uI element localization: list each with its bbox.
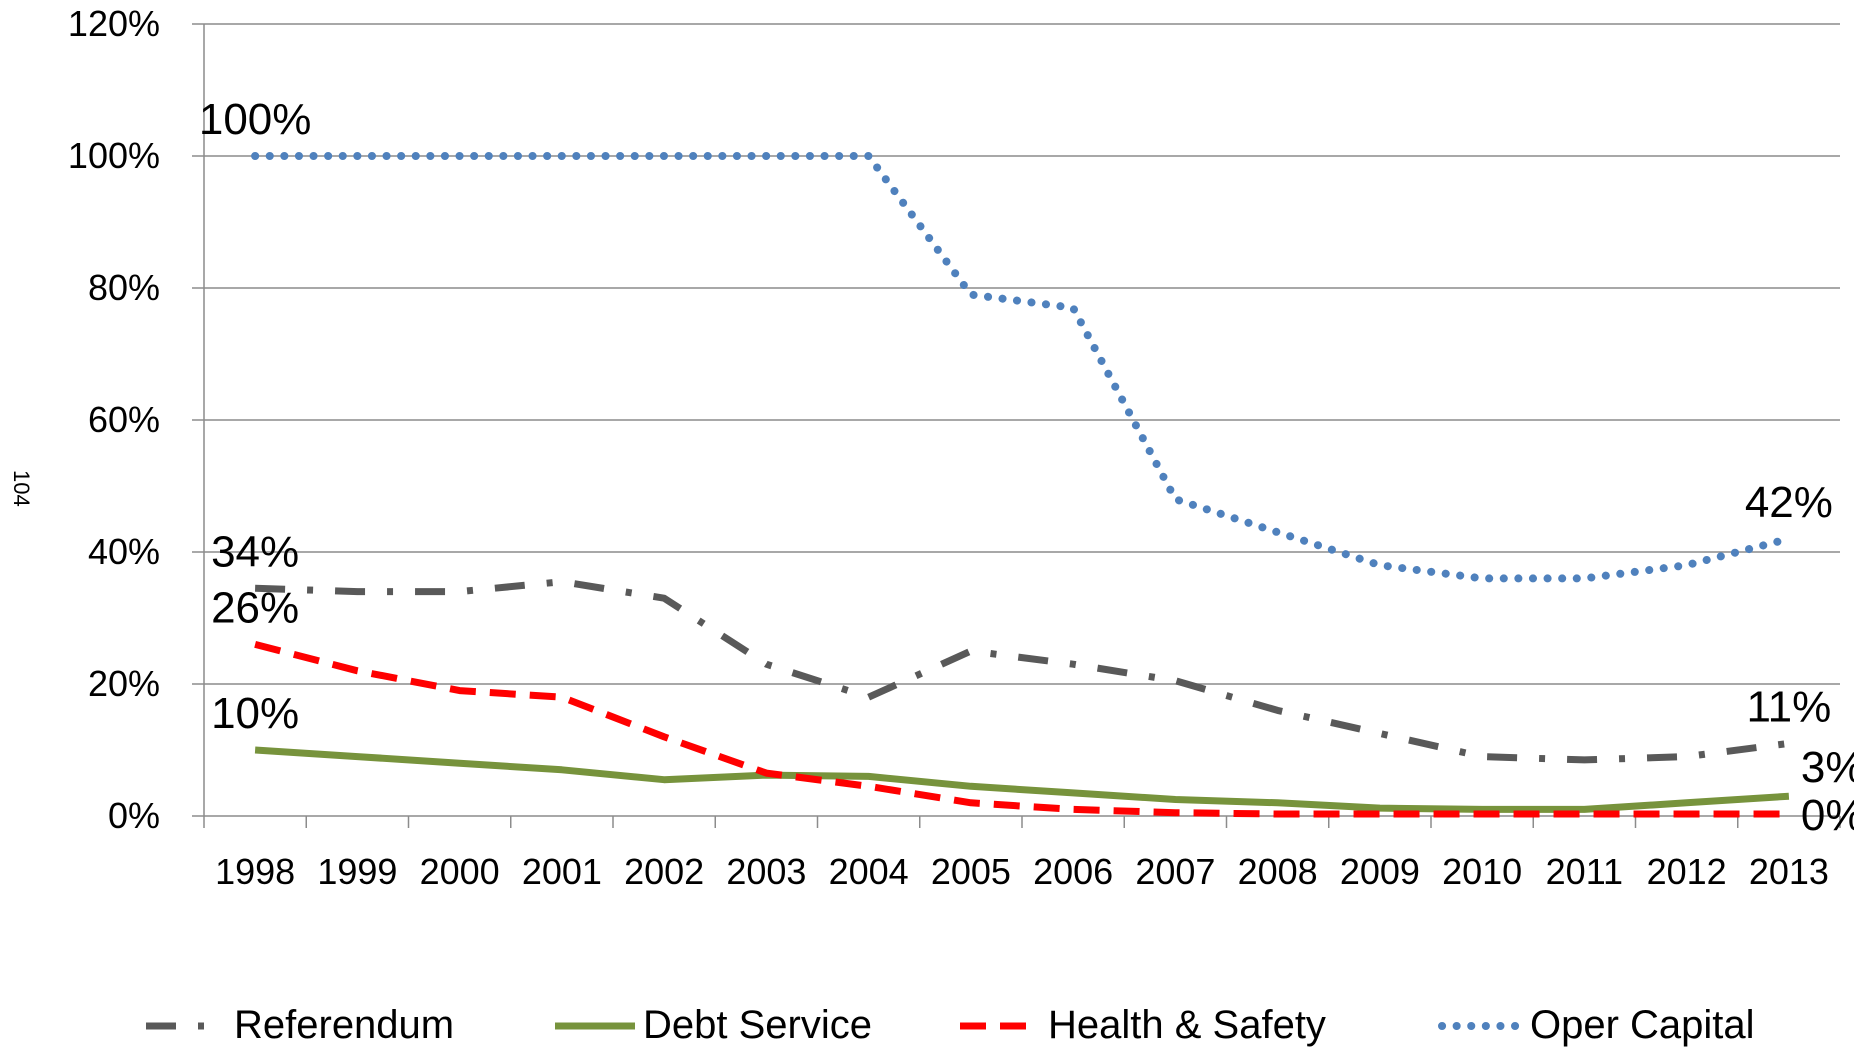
x-tick-label: 2006 [1033, 851, 1113, 892]
x-tick-label: 2004 [829, 851, 909, 892]
y-tick-label: 80% [88, 267, 160, 308]
data-label: 34% [211, 527, 299, 576]
x-tick-label: 2010 [1442, 851, 1522, 892]
x-tick-label: 1999 [317, 851, 397, 892]
data-label: 42% [1745, 478, 1833, 527]
x-tick-label: 2008 [1238, 851, 1318, 892]
series-line-referendum [254, 578, 1790, 764]
x-tick-label: 2003 [726, 851, 806, 892]
y-tick-label: 0% [108, 795, 160, 836]
side-note: 104 [9, 470, 34, 507]
x-tick-label: 2013 [1749, 851, 1829, 892]
data-label: 26% [211, 583, 299, 632]
data-label: 3% [1801, 743, 1854, 792]
legend-label: Referendum [234, 1003, 454, 1047]
x-tick-label: 2012 [1647, 851, 1727, 892]
gridlines [204, 23, 1840, 685]
x-tick-label: 2007 [1135, 851, 1215, 892]
x-tick-label: 2000 [420, 851, 500, 892]
y-tick-label: 20% [88, 663, 160, 704]
series-lines [251, 152, 1793, 818]
series-line-health-safety [254, 641, 1789, 818]
y-tick-label: 40% [88, 531, 160, 572]
x-tick-label: 2002 [624, 851, 704, 892]
x-tick-label: 2005 [931, 851, 1011, 892]
data-label: 11% [1746, 682, 1831, 731]
y-axis-tick-labels: 0% 20% 40% 60% 80% 100% 120% [68, 3, 160, 836]
legend: Referendum Debt Service Health & Safety Ope… [146, 1003, 1755, 1047]
y-tick-label: 100% [68, 135, 160, 176]
x-axis-tick-labels: 1998 1999 2000 2001 2002 2003 2004 2005 2006 2007… [215, 851, 1829, 892]
legend-label: Health & Safety [1048, 1003, 1326, 1047]
y-tick-label: 120% [68, 3, 160, 44]
y-tick-label: 60% [88, 399, 160, 440]
legend-label: Debt Service [643, 1003, 872, 1047]
data-label: 10% [211, 689, 299, 738]
axes [192, 23, 1841, 828]
x-tick-label: 1998 [215, 851, 295, 892]
series-line-debt-service [254, 746, 1790, 813]
series-line-oper-capital [251, 152, 1793, 583]
x-tick-label: 2009 [1340, 851, 1420, 892]
data-labels: 100% 34% 26% 10% 42% 11% 3%0% [199, 95, 1854, 840]
x-tick-label: 2011 [1546, 851, 1623, 892]
data-label: 0% [1801, 791, 1854, 840]
legend-label: Oper Capital [1530, 1003, 1755, 1047]
data-label: 100% [199, 95, 312, 144]
x-tick-label: 2001 [522, 851, 602, 892]
